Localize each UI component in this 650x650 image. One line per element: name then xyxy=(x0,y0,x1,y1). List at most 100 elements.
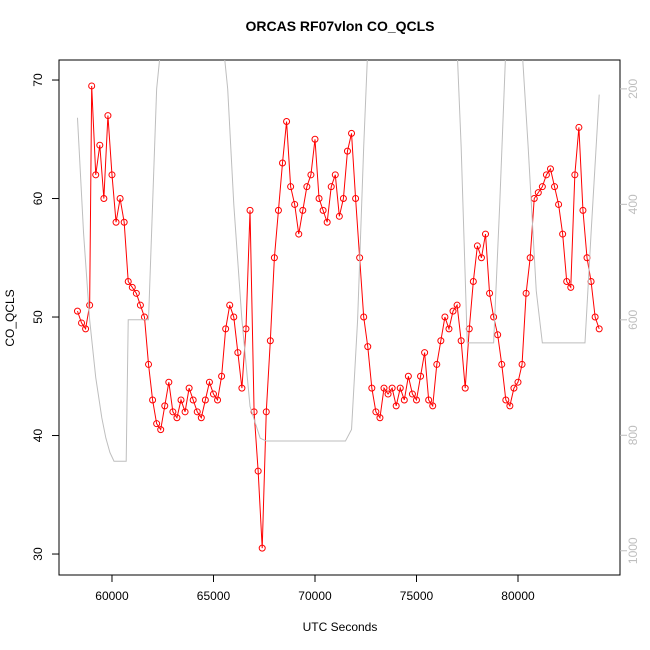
x-axis-label: UTC Seconds xyxy=(303,620,378,634)
data-point xyxy=(209,390,217,398)
data-point xyxy=(214,396,222,404)
y2-tick-label: 800 xyxy=(626,425,640,445)
data-point xyxy=(482,230,490,238)
data-point xyxy=(218,372,226,380)
data-point xyxy=(173,414,181,422)
data-point xyxy=(246,206,254,214)
data-point xyxy=(136,301,144,309)
data-point xyxy=(360,313,368,321)
data-point xyxy=(291,200,299,208)
data-point xyxy=(335,212,343,220)
data-point xyxy=(404,372,412,380)
data-point xyxy=(571,171,579,179)
data-point xyxy=(153,420,161,428)
data-point xyxy=(128,283,136,291)
data-point xyxy=(270,254,278,262)
data-point xyxy=(510,384,518,392)
data-point xyxy=(555,200,563,208)
data-point xyxy=(498,360,506,368)
data-point xyxy=(546,165,554,173)
data-point xyxy=(303,183,311,191)
data-point xyxy=(73,307,81,315)
data-point xyxy=(372,408,380,416)
data-point xyxy=(453,301,461,309)
data-point xyxy=(563,277,571,285)
data-point xyxy=(348,129,356,137)
data-point xyxy=(417,372,425,380)
data-point xyxy=(104,112,112,120)
data-point xyxy=(315,195,323,203)
data-point xyxy=(429,402,437,410)
data-point xyxy=(327,183,335,191)
data-point xyxy=(161,402,169,410)
data-point xyxy=(238,384,246,392)
data-point xyxy=(412,396,420,404)
data-point xyxy=(258,544,266,552)
data-point xyxy=(86,301,94,309)
data-point xyxy=(112,218,120,226)
data-point xyxy=(124,277,132,285)
data-point xyxy=(364,343,372,351)
data-point xyxy=(538,183,546,191)
data-point xyxy=(92,171,100,179)
data-point xyxy=(311,135,319,143)
x-tick-label: 60000 xyxy=(95,589,129,603)
data-point xyxy=(157,426,165,434)
data-point xyxy=(323,218,331,226)
data-point xyxy=(299,206,307,214)
y-tick-label: 70 xyxy=(31,73,45,87)
data-point xyxy=(165,378,173,386)
data-point xyxy=(274,206,282,214)
x-tick-label: 65000 xyxy=(197,589,231,603)
data-point xyxy=(234,349,242,357)
data-point xyxy=(490,313,498,321)
y2-tick-label: 400 xyxy=(626,194,640,214)
data-point xyxy=(279,159,287,167)
data-point xyxy=(82,325,90,333)
data-point xyxy=(368,384,376,392)
y2-tick-label: 600 xyxy=(626,309,640,329)
chart-title: ORCAS RF07vlon CO_QCLS xyxy=(245,18,434,34)
data-point xyxy=(522,289,530,297)
data-point xyxy=(518,360,526,368)
y2-tick-label: 1000 xyxy=(626,537,640,564)
y-tick-label: 60 xyxy=(31,192,45,206)
data-point xyxy=(120,218,128,226)
data-point xyxy=(254,467,262,475)
x-tick-label: 75000 xyxy=(400,589,434,603)
x-tick-label: 70000 xyxy=(298,589,332,603)
data-point xyxy=(230,313,238,321)
data-point xyxy=(473,242,481,250)
data-point xyxy=(250,408,258,416)
data-point xyxy=(149,396,157,404)
data-point xyxy=(551,183,559,191)
data-point xyxy=(514,378,522,386)
y-tick-label: 30 xyxy=(31,547,45,561)
data-point xyxy=(380,384,388,392)
data-point xyxy=(465,325,473,333)
data-point xyxy=(96,141,104,149)
data-point xyxy=(384,390,392,398)
data-point xyxy=(567,283,575,291)
data-point xyxy=(433,360,441,368)
x-tick-label: 80000 xyxy=(501,589,535,603)
data-point xyxy=(201,396,209,404)
data-point xyxy=(262,408,270,416)
data-point xyxy=(396,384,404,392)
data-point xyxy=(100,195,108,203)
data-point xyxy=(181,408,189,416)
data-point xyxy=(449,307,457,315)
data-point xyxy=(575,123,583,131)
data-point xyxy=(205,378,213,386)
data-point xyxy=(477,254,485,262)
data-point xyxy=(457,337,465,345)
data-point xyxy=(132,289,140,297)
data-point xyxy=(408,390,416,398)
data-point xyxy=(185,384,193,392)
data-point xyxy=(579,206,587,214)
data-point xyxy=(222,325,230,333)
data-point xyxy=(88,82,96,90)
y-tick-label: 40 xyxy=(31,429,45,443)
data-point xyxy=(339,195,347,203)
